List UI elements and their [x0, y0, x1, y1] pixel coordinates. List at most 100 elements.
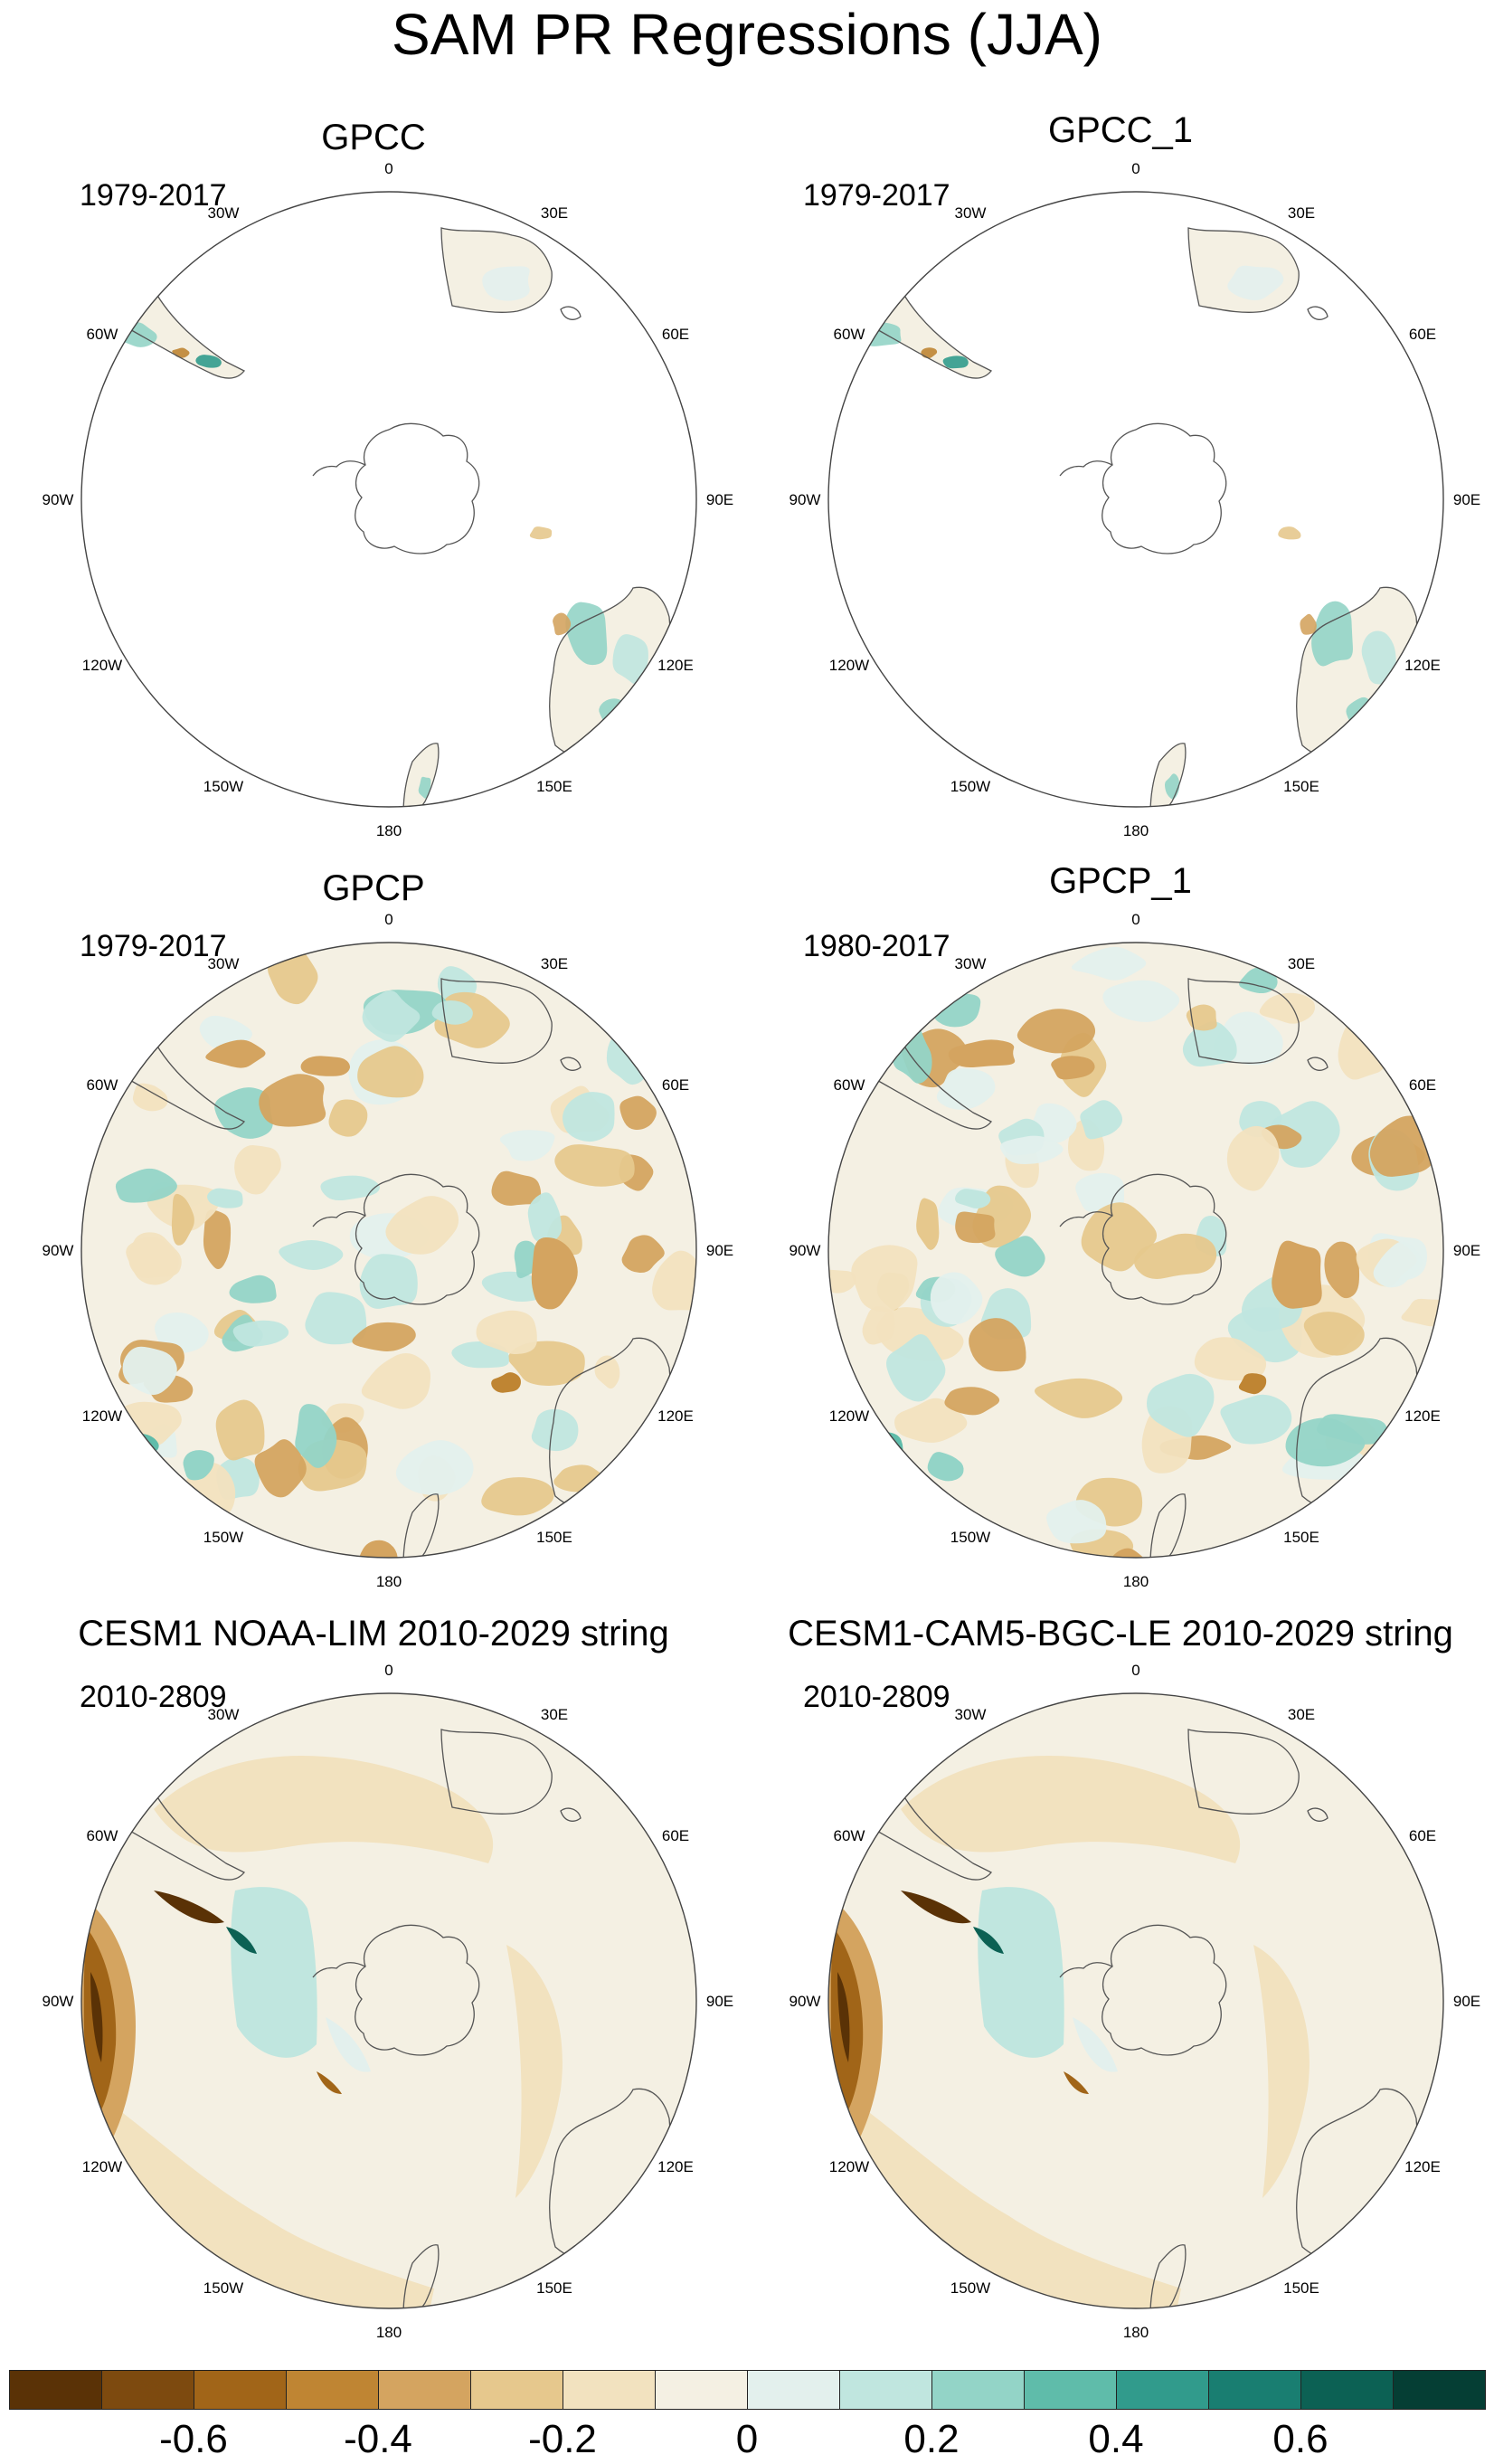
map-panel: 0 30E 60E 90E 120E 150E 180 150W 120W 90W 60W 30W GP…: [747, 110, 1494, 877]
colorbar-swatch: [1024, 2370, 1117, 2410]
map-boundary: [80, 1692, 697, 2309]
madagascar-coastline: [560, 1807, 582, 1822]
longitude-label: 90E: [1453, 1993, 1480, 2010]
colorbar-swatch: [1300, 2370, 1394, 2410]
longitude-label: 60E: [662, 1076, 689, 1094]
panel-title: GPCP: [322, 868, 425, 908]
colorbar-swatch: [9, 2370, 102, 2410]
longitude-label: 30W: [955, 204, 987, 222]
colorbar-swatch: [286, 2370, 379, 2410]
panel-title: CESM1-CAM5-BGC-LE 2010-2029 string: [788, 1614, 1453, 1654]
longitude-label: 60W: [87, 1076, 118, 1094]
madagascar-coastline: [560, 1057, 582, 1071]
polar-stereographic-map: 0 30E 60E 90E 120E 150E 180 150W 120W 90W 60W 30W: [43, 160, 734, 839]
longitude-label: 90E: [1453, 1242, 1480, 1259]
colorbar-swatch: [839, 2370, 932, 2410]
panel-period: 1980-2017: [803, 929, 950, 963]
longitude-label: 120E: [657, 1407, 694, 1425]
longitude-label: 0: [384, 911, 392, 928]
antarctica-coastline: [1102, 1924, 1227, 2056]
longitude-label: 60E: [1409, 1076, 1436, 1094]
africa-coastline: [440, 1729, 553, 1815]
longitude-label: 180: [1123, 2324, 1149, 2341]
longitude-label: 120W: [82, 2158, 122, 2175]
panel-period: 1979-2017: [80, 178, 227, 213]
longitude-label: 150W: [950, 2279, 990, 2297]
longitude-label: 90W: [43, 1993, 74, 2010]
peninsula-coastline: [1059, 1211, 1113, 1227]
nz-coastline: [402, 2244, 440, 2308]
longitude-label: 90W: [790, 1242, 821, 1259]
longitude-label: 90W: [43, 491, 74, 508]
longitude-label: 150W: [203, 2279, 243, 2297]
africa-coastline: [1187, 978, 1300, 1064]
longitude-label: 30W: [955, 955, 987, 972]
longitude-label: 120W: [829, 2158, 869, 2175]
longitude-label: 90E: [706, 491, 733, 508]
antarctica-coastline: [1102, 422, 1227, 554]
colorbar: -0.6 -0.4 -0.2 0 0.2 0.4 0.6: [9, 2370, 1486, 2464]
colorbar-tick-label: 0.4: [1088, 2417, 1144, 2461]
panel-period: 1979-2017: [80, 929, 227, 963]
longitude-label: 90E: [706, 1242, 733, 1259]
longitude-label: 150W: [950, 778, 990, 795]
panel-title: GPCP_1: [1049, 861, 1192, 901]
map-panel: 0 30E 60E 90E 120E 150E 180 150W 120W 90W 60W 30W GP…: [747, 861, 1494, 1628]
map-panel: 0 30E 60E 90E 120E 150E 180 150W 120W 90W 60W 30W CE…: [0, 1614, 747, 2379]
colorbar-tick-label: -0.2: [528, 2417, 597, 2461]
tasmania-coastline: [583, 792, 599, 807]
polar-stereographic-map: 0 30E 60E 90E 120E 150E 180 150W 120W 90W 60W 30W: [790, 911, 1481, 1590]
nz-coastline: [1149, 743, 1187, 807]
longitude-label: 30W: [208, 204, 240, 222]
tasmania-coastline: [583, 2294, 599, 2308]
longitude-label: 60E: [662, 326, 689, 343]
longitude-label: 90W: [43, 1242, 74, 1259]
colorbar-tick-label: -0.4: [344, 2417, 412, 2461]
tasmania-coastline: [1330, 1543, 1346, 1558]
map-boundary: [827, 1692, 1444, 2309]
longitude-label: 30W: [208, 1706, 240, 1723]
antarctica-coastline: [355, 1924, 480, 2056]
longitude-label: 30E: [1288, 1706, 1315, 1723]
longitude-label: 0: [384, 160, 392, 177]
africa-coastline: [1187, 1729, 1300, 1815]
polar-stereographic-map: 0 30E 60E 90E 120E 150E 180 150W 120W 90W 60W 30W: [790, 160, 1481, 839]
longitude-label: 150E: [536, 2279, 572, 2297]
nz-coastline: [402, 743, 440, 807]
longitude-label: 60W: [87, 1827, 118, 1844]
longitude-label: 90E: [706, 1993, 733, 2010]
colorbar-tick-label: 0.6: [1272, 2417, 1329, 2461]
longitude-label: 150W: [203, 1529, 243, 1546]
longitude-label: 180: [376, 1573, 402, 1590]
nz-coastline: [1149, 2244, 1187, 2308]
longitude-label: 90E: [1453, 491, 1480, 508]
longitude-label: 150W: [203, 778, 243, 795]
colorbar-swatch: [1393, 2370, 1486, 2410]
longitude-label: 60W: [834, 1076, 865, 1094]
longitude-label: 90W: [790, 1993, 821, 2010]
madagascar-coastline: [1307, 1057, 1329, 1071]
longitude-label: 30E: [1288, 955, 1315, 972]
longitude-label: 60E: [1409, 326, 1436, 343]
peninsula-coastline: [1059, 1962, 1113, 1978]
nz-coastline: [402, 1493, 440, 1558]
longitude-label: 120E: [1404, 2158, 1441, 2175]
longitude-label: 120E: [1404, 657, 1441, 674]
map-boundary: [80, 191, 697, 808]
tasmania-coastline: [1330, 792, 1346, 807]
longitude-label: 120W: [82, 1407, 122, 1425]
map-boundary: [827, 191, 1444, 808]
longitude-label: 150E: [536, 778, 572, 795]
africa-coastline: [1187, 227, 1300, 313]
longitude-label: 150E: [536, 1529, 572, 1546]
longitude-label: 150E: [1283, 2279, 1319, 2297]
panel-period: 2010-2809: [803, 1680, 950, 1714]
longitude-label: 120W: [829, 1407, 869, 1425]
panel-period: 1979-2017: [803, 178, 950, 213]
colorbar-swatch: [470, 2370, 563, 2410]
longitude-label: 30W: [208, 955, 240, 972]
longitude-label: 30E: [1288, 204, 1315, 222]
tasmania-coastline: [583, 1543, 599, 1558]
colorbar-tick-label: 0: [735, 2417, 759, 2461]
longitude-label: 60W: [834, 1827, 865, 1844]
